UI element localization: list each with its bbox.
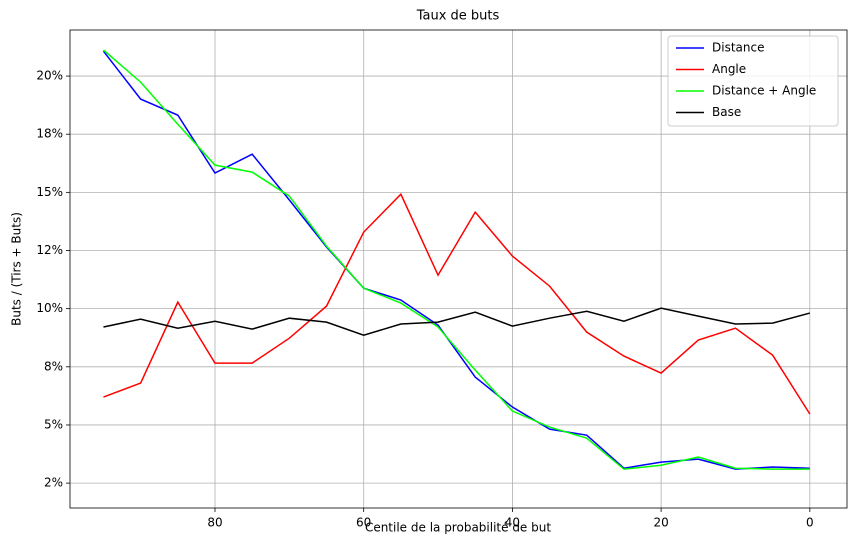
line-series: [103, 192, 811, 415]
plot-frame: [69, 29, 848, 509]
line-series: [102, 49, 810, 470]
legend-label: Distance: [712, 41, 764, 55]
y-tick-label: 2%: [44, 476, 63, 490]
x-tick-label: 20: [653, 516, 668, 530]
y-axis-label: Buts / (Tirs + Buts): [10, 212, 24, 326]
legend-label: Base: [712, 105, 741, 119]
y-tick-label: 20%: [36, 69, 63, 83]
y-tick-label: 5%: [44, 417, 63, 431]
x-tick-label: 60: [356, 516, 371, 530]
x-tick-label: 0: [806, 516, 814, 530]
line-series: [102, 50, 810, 470]
y-tick-label: 15%: [36, 185, 63, 199]
y-tick-label: 18%: [36, 127, 63, 141]
y-tick-label: 10%: [36, 301, 63, 315]
y-tick-label: 12%: [36, 243, 63, 257]
legend-label: Angle: [712, 62, 746, 76]
x-tick-label: 40: [505, 516, 520, 530]
x-axis-label: Centile de la probabilité de but: [365, 521, 551, 535]
y-tick-label: 8%: [44, 359, 63, 373]
legend-label: Distance + Angle: [712, 84, 816, 98]
legend-box: [667, 35, 839, 127]
chart-title: Taux de buts: [416, 9, 500, 24]
x-tick-label: 80: [207, 516, 222, 530]
line-series: [103, 307, 811, 336]
